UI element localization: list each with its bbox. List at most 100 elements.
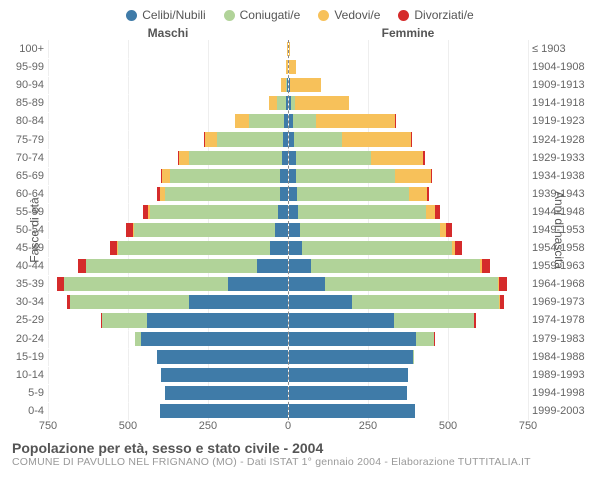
birth-year-label: 1914-1918 bbox=[532, 94, 600, 112]
segment bbox=[394, 313, 474, 327]
segment bbox=[298, 205, 426, 219]
age-label: 55-59 bbox=[0, 203, 44, 221]
bar-row-female bbox=[289, 275, 529, 293]
segment bbox=[249, 114, 284, 128]
female-side bbox=[289, 40, 529, 420]
segment bbox=[118, 241, 270, 255]
x-tick: 250 bbox=[199, 420, 217, 432]
birth-year-label: 1994-1998 bbox=[532, 384, 600, 402]
segment bbox=[179, 151, 189, 165]
segment bbox=[289, 386, 407, 400]
x-ticks: 7505002500250500750 bbox=[48, 420, 528, 436]
segment bbox=[293, 114, 315, 128]
legend-label: Celibi/Nubili bbox=[142, 8, 205, 22]
bar-row-female bbox=[289, 203, 529, 221]
legend-label: Vedovi/e bbox=[334, 8, 380, 22]
population-pyramid-chart: { "chart": { "type": "population-pyramid… bbox=[0, 0, 600, 500]
header-male: Maschi bbox=[48, 26, 288, 40]
x-axis: 7505002500250500750 bbox=[0, 420, 600, 436]
legend-item: Vedovi/e bbox=[318, 8, 380, 22]
bar-row-male bbox=[48, 130, 288, 148]
segment bbox=[162, 169, 170, 183]
segment bbox=[289, 241, 302, 255]
segment bbox=[282, 151, 288, 165]
segment bbox=[289, 313, 394, 327]
segment bbox=[269, 96, 278, 110]
birth-year-label: 1984-1988 bbox=[532, 348, 600, 366]
bar-row-female bbox=[289, 257, 529, 275]
segment bbox=[64, 277, 228, 291]
birth-year-label: 1974-1978 bbox=[532, 311, 600, 329]
bar-row-female bbox=[289, 149, 529, 167]
segment bbox=[270, 241, 288, 255]
bar-row-male bbox=[48, 94, 288, 112]
segment bbox=[296, 151, 371, 165]
birth-year-label: 1964-1968 bbox=[532, 275, 600, 293]
segment bbox=[205, 132, 218, 146]
segment bbox=[165, 386, 288, 400]
bar-row-male bbox=[48, 76, 288, 94]
segment bbox=[102, 313, 147, 327]
bar-row-female bbox=[289, 167, 529, 185]
bar-row-male bbox=[48, 185, 288, 203]
bar-row-male bbox=[48, 221, 288, 239]
segment bbox=[141, 332, 288, 346]
footer: Popolazione per età, sesso e stato civil… bbox=[0, 436, 600, 468]
segment bbox=[280, 169, 287, 183]
age-label: 25-29 bbox=[0, 311, 44, 329]
segment bbox=[455, 241, 462, 255]
age-label: 35-39 bbox=[0, 275, 44, 293]
birth-year-label: 1959-1963 bbox=[532, 257, 600, 275]
segment bbox=[289, 368, 409, 382]
bar-row-female bbox=[289, 185, 529, 203]
segment bbox=[289, 60, 296, 74]
segment bbox=[295, 96, 349, 110]
segment bbox=[189, 295, 288, 309]
age-labels: 100+95-9990-9485-8980-8475-7970-7465-696… bbox=[0, 40, 48, 420]
segment bbox=[426, 205, 436, 219]
x-tick: 750 bbox=[39, 420, 57, 432]
birth-year-label: 1969-1973 bbox=[532, 293, 600, 311]
segment bbox=[446, 223, 452, 237]
x-tick: 500 bbox=[439, 420, 457, 432]
age-label: 10-14 bbox=[0, 366, 44, 384]
birth-year-label: 1999-2003 bbox=[532, 402, 600, 420]
birth-year-label: 1944-1948 bbox=[532, 203, 600, 221]
bar-row-female bbox=[289, 76, 529, 94]
segment bbox=[286, 96, 287, 110]
segment bbox=[280, 187, 288, 201]
segment bbox=[289, 295, 353, 309]
segment bbox=[147, 313, 288, 327]
legend: Celibi/NubiliConiugati/eVedovi/eDivorzia… bbox=[0, 0, 600, 26]
bar-row-male bbox=[48, 112, 288, 130]
legend-label: Divorziati/e bbox=[414, 8, 473, 22]
segment bbox=[86, 259, 257, 273]
age-label: 100+ bbox=[0, 40, 44, 58]
age-label: 75-79 bbox=[0, 130, 44, 148]
bar-row-male bbox=[48, 40, 288, 58]
legend-swatch bbox=[318, 10, 329, 21]
bar-row-female bbox=[289, 94, 529, 112]
segment bbox=[289, 169, 297, 183]
x-tick: 500 bbox=[119, 420, 137, 432]
bar-row-male bbox=[48, 203, 288, 221]
age-label: 85-89 bbox=[0, 94, 44, 112]
segment bbox=[289, 259, 311, 273]
age-label: 50-54 bbox=[0, 221, 44, 239]
bar-row-female bbox=[289, 130, 529, 148]
segment bbox=[371, 151, 424, 165]
segment bbox=[342, 132, 411, 146]
segment bbox=[409, 187, 427, 201]
age-label: 80-84 bbox=[0, 112, 44, 130]
segment bbox=[316, 114, 396, 128]
birth-year-label: 1989-1993 bbox=[532, 366, 600, 384]
segment bbox=[431, 169, 433, 183]
segment bbox=[395, 114, 396, 128]
bar-row-female bbox=[289, 402, 529, 420]
segment bbox=[435, 205, 440, 219]
male-side bbox=[48, 40, 289, 420]
column-headers: Maschi Femmine bbox=[0, 26, 600, 40]
bar-row-female bbox=[289, 40, 529, 58]
segment bbox=[294, 132, 342, 146]
bar-row-female bbox=[289, 58, 529, 76]
